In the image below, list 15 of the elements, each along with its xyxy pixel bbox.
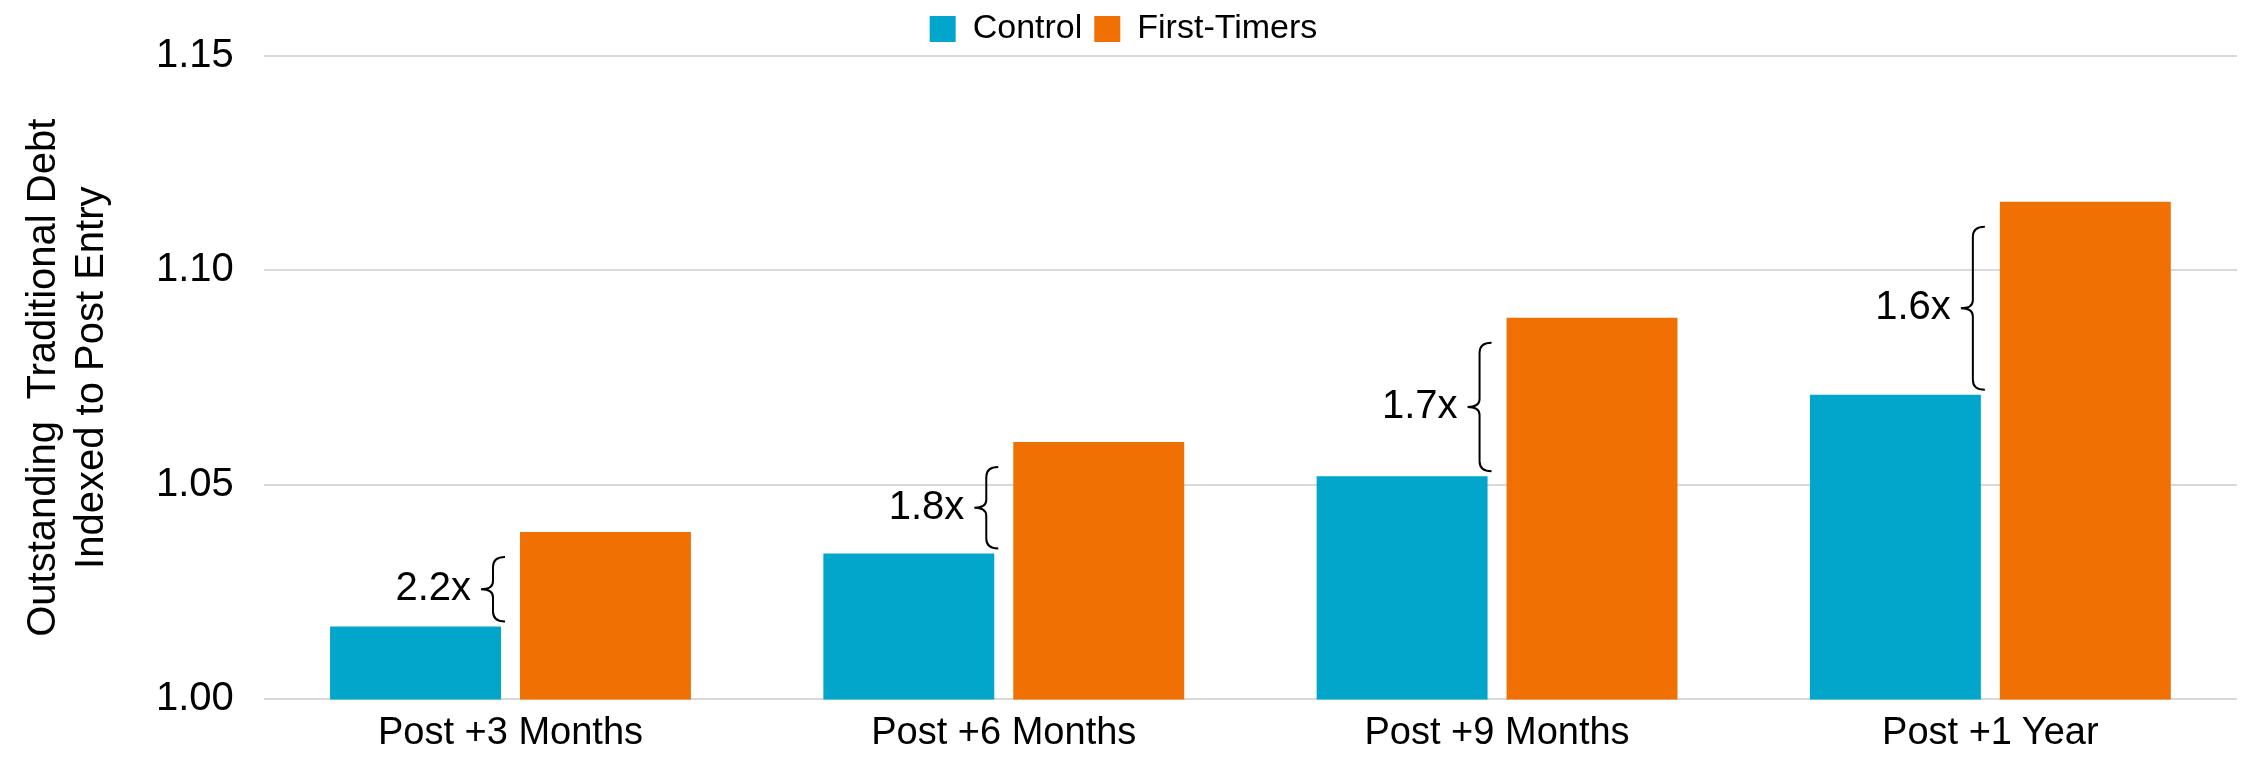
y-tick-label: 1.05	[155, 459, 234, 504]
y-tick-label: 1.00	[155, 674, 234, 719]
annotation: 1.8x	[888, 482, 965, 527]
annotation: 1.7x	[1381, 382, 1458, 427]
annotation: 1.6x	[1875, 283, 1951, 328]
annotation: 2.2x	[395, 564, 471, 609]
x-tick-label: Post +1 Year	[1882, 709, 2099, 752]
y-tick-label: 1.15	[155, 31, 234, 76]
y-axis-title: Outstanding Traditional Debt Indexed to Post Entry	[19, 118, 112, 637]
x-tick-label: Post +9 Months	[1364, 709, 1630, 752]
legend-label: First-Timers	[1137, 7, 1318, 46]
y-tick-label: 1.10	[155, 245, 234, 290]
x-tick-label: Post +3 Months	[377, 709, 644, 752]
legend-label: Control	[972, 7, 1083, 46]
x-tick-label: Post +6 Months	[871, 709, 1137, 752]
